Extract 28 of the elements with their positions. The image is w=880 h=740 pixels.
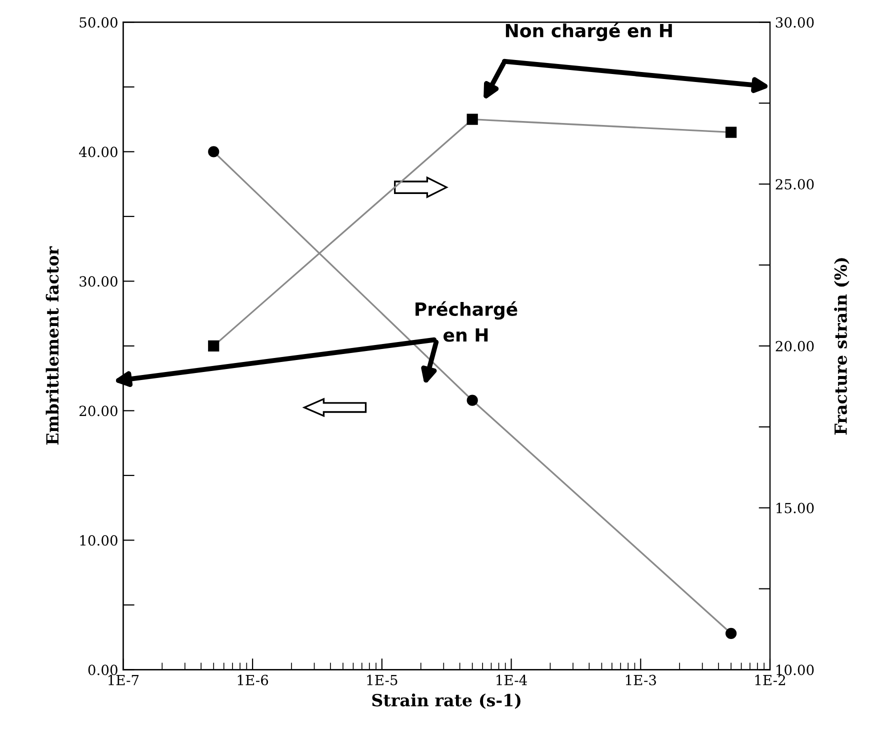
x-tick-label: 1E-2 <box>755 674 786 686</box>
y-tick-label: 30.00 <box>80 276 118 287</box>
y-tick-label: 0.00 <box>88 664 118 676</box>
y-tick-label: 20.00 <box>80 406 118 416</box>
x-tick-label: 1E-4 <box>496 674 527 686</box>
point <box>726 126 737 138</box>
annotation: Préchargé en H <box>416 301 518 342</box>
y2-tick-label: 30.00 <box>776 17 814 28</box>
point <box>208 340 220 352</box>
y-tick-label: 10.00 <box>80 535 118 546</box>
y-tick-label: 50.00 <box>80 17 118 28</box>
y-axis-title: Embrittlement factor <box>46 246 59 445</box>
x-tick-label: 1E-6 <box>238 674 268 686</box>
x-tick-label: 1E-5 <box>367 674 398 686</box>
y2-tick-label: 15.00 <box>776 502 814 514</box>
x-axis-title: Strain rate (s-1) <box>372 694 520 709</box>
x-tick-label: 1E-7 <box>108 674 139 686</box>
point <box>466 394 478 406</box>
point <box>726 628 737 639</box>
point <box>208 146 220 158</box>
annotation: Non chargé en H <box>506 22 672 42</box>
x-tick-label: 1E-3 <box>626 674 656 686</box>
y-tick-label: 40.00 <box>79 146 118 158</box>
y2-axis-title: Fracture strain (%) <box>834 258 850 435</box>
y2-tick-label: 25.00 <box>776 179 814 190</box>
y2-tick-label: 20.00 <box>776 340 814 352</box>
y2-tick-label: 10.00 <box>776 664 814 676</box>
point <box>466 114 478 125</box>
